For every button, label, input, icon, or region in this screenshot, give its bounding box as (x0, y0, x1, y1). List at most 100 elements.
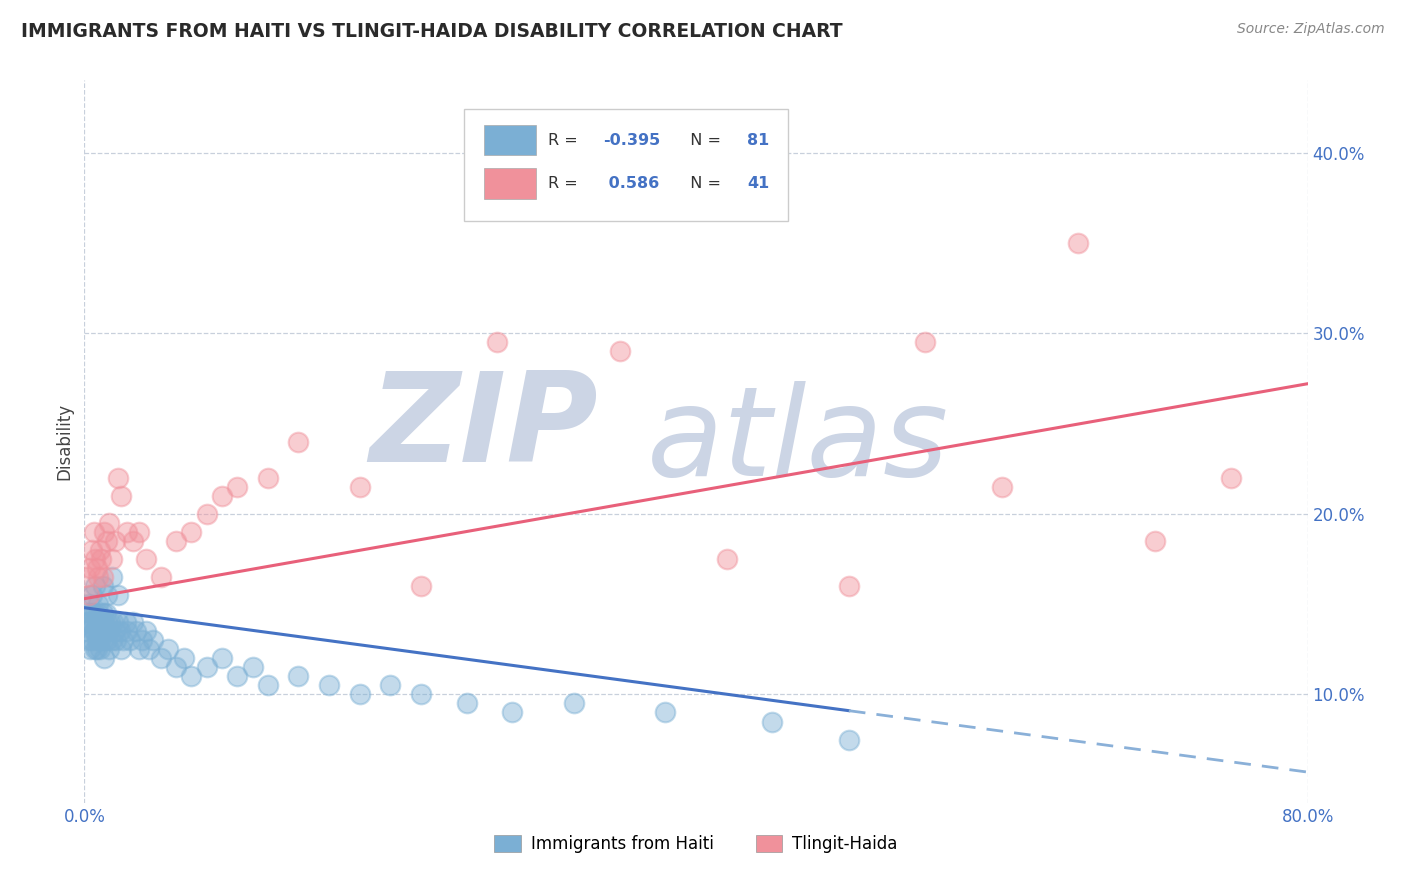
Point (1143, 533, 1166, 548)
Point (86, 642, 108, 657)
Point (94, 606, 117, 620)
Point (107, 471, 129, 485)
Point (486, 335, 509, 350)
Point (89, 642, 111, 657)
Point (409, 579, 432, 593)
Point (838, 579, 860, 593)
Point (89, 615, 111, 630)
Point (409, 687, 432, 701)
Text: R =: R = (548, 133, 583, 148)
Point (91, 633, 114, 648)
Point (149, 570, 172, 584)
Point (111, 633, 134, 648)
Point (287, 669, 309, 683)
Text: N =: N = (681, 176, 725, 191)
Point (83, 524, 105, 539)
Point (226, 669, 249, 683)
Point (87, 570, 110, 584)
Point (75, 624, 97, 639)
Point (76, 615, 98, 630)
Text: IMMIGRANTS FROM HAITI VS TLINGIT-HAIDA DISABILITY CORRELATION CHART: IMMIGRANTS FROM HAITI VS TLINGIT-HAIDA D… (21, 22, 842, 41)
Point (79, 642, 101, 657)
Point (77, 633, 100, 648)
Point (149, 651, 172, 665)
Point (101, 633, 124, 648)
Text: 41: 41 (748, 176, 769, 191)
Point (89, 633, 111, 648)
Point (456, 697, 478, 711)
Point (114, 615, 136, 630)
Y-axis label: Disability: Disability (55, 403, 73, 480)
Point (89, 542, 111, 557)
Text: -0.395: -0.395 (603, 133, 661, 148)
Point (257, 471, 280, 485)
Point (609, 344, 631, 359)
Point (135, 552, 157, 566)
Point (96, 533, 118, 548)
Point (77, 597, 100, 611)
Point (502, 706, 524, 720)
Point (91, 579, 114, 593)
Point (165, 660, 187, 674)
Text: atlas: atlas (647, 381, 949, 502)
Point (125, 624, 148, 639)
Point (84, 624, 107, 639)
Point (101, 570, 124, 584)
Point (108, 624, 131, 639)
Point (83, 624, 105, 639)
Point (380, 678, 402, 692)
Point (101, 552, 124, 566)
Point (128, 524, 150, 539)
Point (110, 489, 132, 503)
Point (562, 697, 585, 711)
Point (84, 552, 107, 566)
Point (86, 615, 108, 630)
Point (142, 633, 165, 648)
Point (84, 642, 107, 657)
Point (195, 507, 218, 521)
Point (77, 588, 100, 602)
Point (318, 678, 340, 692)
Point (77, 606, 100, 620)
Point (93, 524, 115, 539)
Point (84, 606, 107, 620)
Point (122, 615, 145, 630)
Point (104, 624, 127, 639)
Point (80, 633, 103, 648)
Point (97, 642, 120, 657)
Point (115, 524, 138, 539)
Point (97, 516, 120, 530)
Point (211, 651, 233, 665)
Point (90, 552, 112, 566)
Point (87, 597, 110, 611)
Point (173, 651, 195, 665)
Point (80, 588, 103, 602)
Point (110, 642, 132, 657)
Point (914, 335, 936, 350)
Point (90, 615, 112, 630)
Point (242, 660, 264, 674)
Point (86, 561, 108, 575)
Point (98, 615, 121, 630)
Point (257, 678, 280, 692)
Text: R =: R = (548, 176, 583, 191)
Point (991, 480, 1014, 494)
Point (103, 615, 125, 630)
Text: Source: ZipAtlas.com: Source: ZipAtlas.com (1237, 22, 1385, 37)
Point (96, 633, 118, 648)
Point (105, 633, 128, 648)
Point (107, 615, 129, 630)
FancyBboxPatch shape (484, 125, 536, 155)
Point (654, 706, 676, 720)
Point (138, 642, 160, 657)
Point (91, 606, 114, 620)
Point (226, 480, 249, 494)
Point (83, 615, 105, 630)
Legend: Immigrants from Haiti, Tlingit-Haida: Immigrants from Haiti, Tlingit-Haida (488, 828, 904, 860)
Point (80, 606, 103, 620)
Point (104, 533, 127, 548)
Point (86, 633, 108, 648)
Point (349, 687, 371, 701)
Point (107, 588, 129, 602)
Point (87, 606, 110, 620)
